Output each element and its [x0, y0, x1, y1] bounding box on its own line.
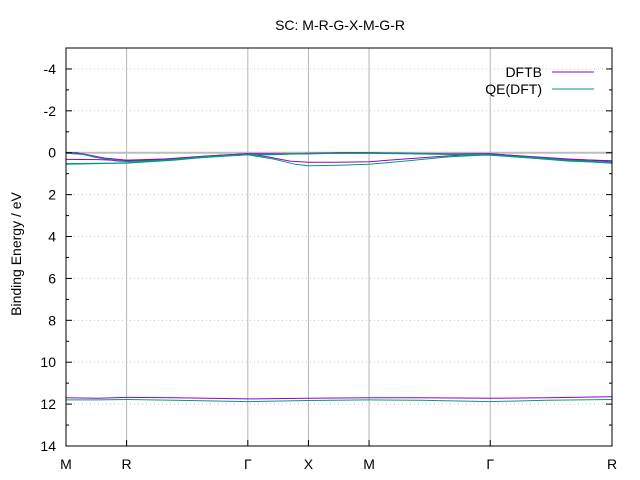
y-tick-label: 2	[48, 187, 56, 203]
y-tick-label: 4	[48, 229, 56, 245]
y-tick-label: 14	[40, 438, 56, 454]
plot-frame	[65, 47, 613, 447]
x-tick-label: M	[363, 456, 375, 472]
x-tick-label: M	[60, 456, 72, 472]
series-1-band-3	[66, 398, 613, 403]
series-1-band-2	[65, 152, 613, 165]
legend-label: QE(DFT)	[485, 81, 542, 97]
y-tick-label: 0	[48, 145, 56, 161]
x-tick-label: Γ	[486, 456, 494, 472]
y-tick-label: 8	[48, 312, 56, 328]
x-tick-label: R	[122, 456, 132, 472]
chart-title: SC: M-R-G-X-M-G-R	[275, 17, 405, 33]
y-tick-label: 12	[40, 396, 56, 412]
x-tick-label: R	[607, 456, 617, 472]
y-axis-label: Binding Energy / eV	[8, 191, 24, 315]
y-tick-label: 6	[48, 270, 56, 286]
y-tick-label: -2	[44, 103, 57, 119]
series-layer	[65, 152, 613, 403]
y-tick-label: -4	[44, 61, 57, 77]
series-0-band-3	[65, 396, 613, 400]
legend-label: DFTB	[505, 64, 542, 80]
grid	[65, 48, 613, 447]
x-tick-label: Γ	[244, 456, 252, 472]
y-tick-label: 10	[40, 354, 56, 370]
x-tick-label: X	[304, 456, 314, 472]
